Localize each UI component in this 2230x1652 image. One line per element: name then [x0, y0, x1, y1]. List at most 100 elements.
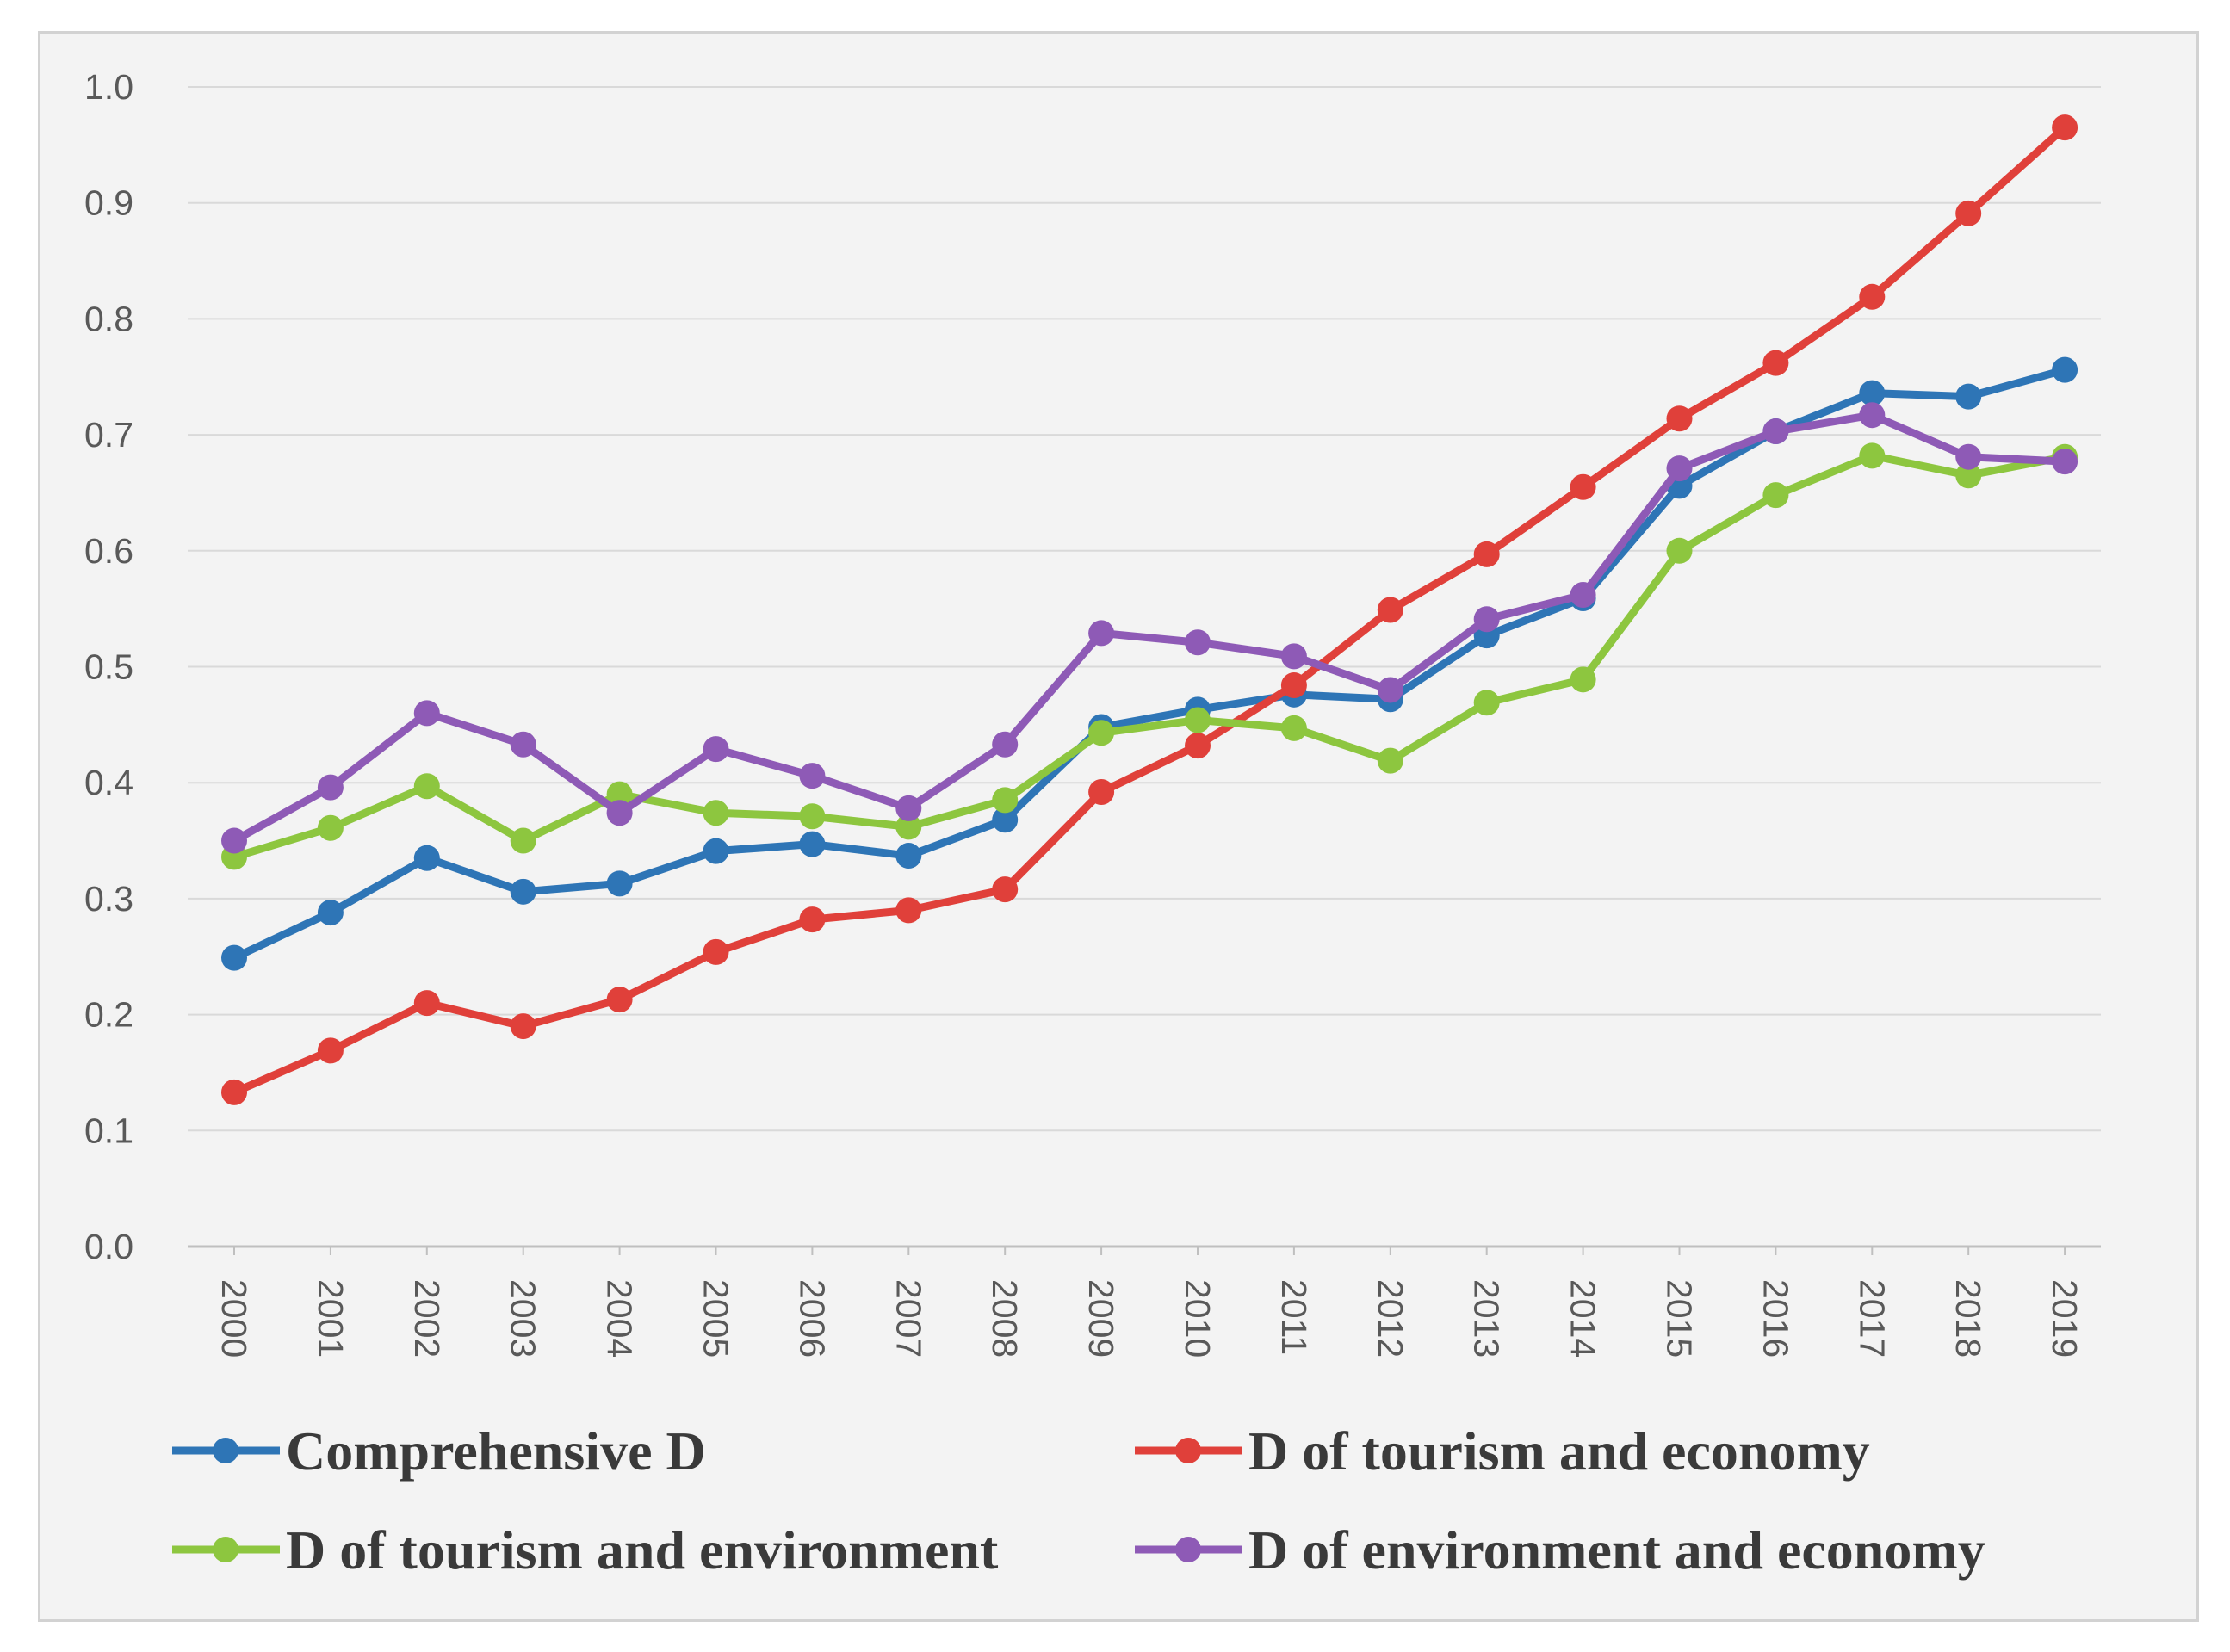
- x-tick-label: 2002: [407, 1279, 447, 1358]
- y-tick-label: 0.0: [84, 1227, 133, 1266]
- x-tick-label: 2014: [1564, 1279, 1603, 1358]
- data-point: [413, 990, 440, 1017]
- data-point: [413, 700, 440, 727]
- data-point: [1859, 402, 1886, 429]
- data-point: [895, 843, 922, 869]
- data-point: [1088, 720, 1115, 746]
- data-point: [992, 807, 1019, 833]
- data-point: [895, 814, 922, 840]
- x-tick-label: 2004: [600, 1279, 640, 1358]
- legend-swatch-marker: [213, 1537, 238, 1562]
- data-point: [413, 773, 440, 800]
- series-1: [221, 114, 2078, 1105]
- y-tick-label: 0.9: [84, 183, 133, 223]
- gridlines: [188, 86, 2101, 1248]
- data-point: [799, 906, 826, 933]
- data-point: [992, 876, 1019, 903]
- data-point: [1762, 482, 1789, 509]
- data-point: [510, 878, 536, 905]
- y-tick-label: 0.5: [84, 647, 133, 687]
- data-point: [799, 763, 826, 789]
- data-point: [2052, 356, 2078, 383]
- data-point: [1955, 462, 1982, 489]
- series-0: [221, 356, 2078, 971]
- data-point: [1570, 473, 1596, 500]
- y-tick-label: 0.7: [84, 415, 133, 455]
- y-tick-label: 0.4: [84, 763, 133, 802]
- x-tick-label: 2001: [311, 1279, 350, 1358]
- x-tick-label: 2006: [792, 1279, 832, 1358]
- data-point: [1473, 541, 1500, 567]
- data-point: [1185, 707, 1211, 733]
- data-point: [317, 814, 344, 841]
- data-point: [221, 944, 247, 971]
- data-point: [992, 731, 1019, 758]
- legend-item: Comprehensive D: [172, 1420, 706, 1482]
- legend-item: D of environment and economy: [1135, 1519, 1985, 1581]
- data-point: [1280, 672, 1307, 699]
- data-point: [606, 781, 633, 807]
- legend-swatch-marker: [1175, 1438, 1201, 1463]
- y-tick-label: 0.6: [84, 531, 133, 571]
- data-point: [1280, 715, 1307, 741]
- data-point: [1088, 620, 1115, 647]
- x-tick-label: 2007: [889, 1279, 928, 1358]
- data-point: [992, 787, 1019, 814]
- data-point: [1859, 442, 1886, 469]
- series-lines: [221, 114, 2078, 1105]
- legend-label: D of tourism and environment: [286, 1519, 999, 1581]
- data-point: [317, 900, 344, 926]
- x-tick-label: 2005: [697, 1279, 736, 1358]
- x-tick-label: 2012: [1371, 1279, 1410, 1358]
- legend-swatch-marker: [213, 1438, 238, 1463]
- data-point: [1473, 690, 1500, 716]
- data-point: [1762, 350, 1789, 376]
- x-tick-label: 2018: [1948, 1279, 1988, 1358]
- data-point: [317, 774, 344, 801]
- legend-swatch-marker: [1175, 1537, 1201, 1562]
- data-point: [510, 1013, 536, 1040]
- legend-item: D of tourism and economy: [1135, 1420, 1870, 1482]
- data-point: [1570, 666, 1596, 693]
- x-tick-label: 2019: [2045, 1279, 2084, 1358]
- legend-item: D of tourism and environment: [172, 1519, 999, 1581]
- y-tick-label: 0.2: [84, 995, 133, 1035]
- data-point: [895, 795, 922, 821]
- data-point: [510, 731, 536, 758]
- data-point: [1185, 733, 1211, 759]
- y-tick-label: 0.1: [84, 1111, 133, 1150]
- series-line: [230, 366, 2069, 962]
- data-point: [895, 897, 922, 924]
- data-point: [1955, 383, 1982, 410]
- data-point: [703, 938, 729, 965]
- data-point: [1377, 747, 1403, 774]
- x-tick-label: 2017: [1852, 1279, 1892, 1358]
- data-point: [1088, 778, 1115, 805]
- x-tick-label: 2011: [1274, 1279, 1314, 1355]
- data-point: [1570, 581, 1596, 608]
- series-line: [230, 123, 2069, 1097]
- data-point: [1859, 380, 1886, 406]
- data-point: [1473, 606, 1500, 633]
- y-tick-label: 0.8: [84, 299, 133, 338]
- data-point: [799, 831, 826, 857]
- data-point: [799, 803, 826, 830]
- legend: Comprehensive D D of tourism and economy D…: [172, 1420, 1985, 1581]
- data-point: [317, 1037, 344, 1064]
- x-tick-label: 2000: [214, 1279, 254, 1358]
- legend-label: D of tourism and economy: [1248, 1420, 1870, 1482]
- data-point: [1377, 677, 1403, 703]
- chart-frame: [38, 31, 2199, 1622]
- series-3: [221, 402, 2078, 854]
- x-tick-label: 2003: [504, 1279, 543, 1358]
- data-point: [1377, 597, 1403, 623]
- series-line: [230, 411, 2069, 845]
- x-tick-label: 2016: [1756, 1279, 1795, 1358]
- x-tick-label: 2015: [1660, 1279, 1700, 1358]
- data-point: [1955, 443, 1982, 470]
- data-point: [1666, 537, 1693, 564]
- data-point: [510, 827, 536, 854]
- data-point: [703, 838, 729, 864]
- x-tick-label: 2010: [1178, 1279, 1217, 1358]
